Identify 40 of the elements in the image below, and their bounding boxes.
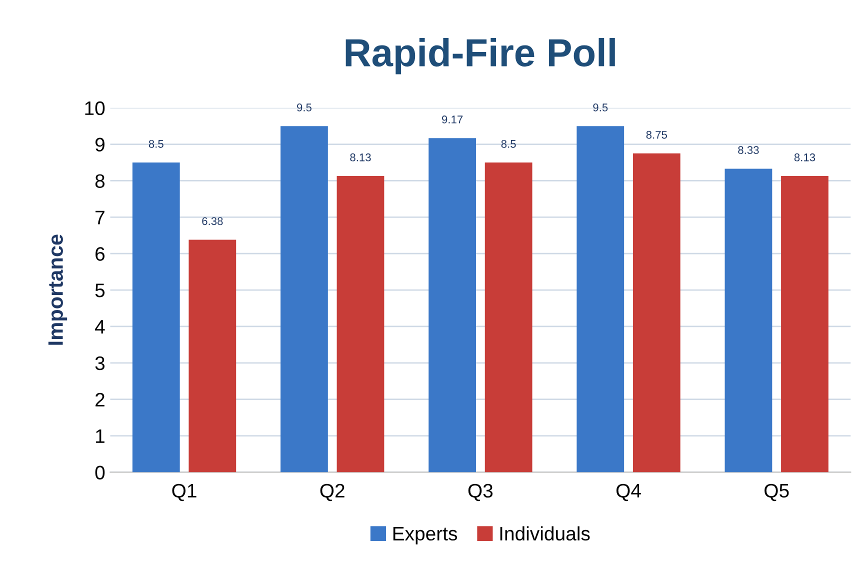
y-tick-label: 7: [96, 210, 104, 224]
x-tick-label: Q3: [468, 484, 493, 502]
bar: [576, 126, 624, 472]
bar: [336, 176, 384, 472]
y-tick-label: 3: [95, 356, 105, 370]
y-axis-title: Importance: [48, 234, 68, 345]
data-label: 9.5: [593, 104, 608, 112]
data-label: 8.75: [646, 130, 667, 139]
data-label: 6.38: [202, 217, 223, 226]
data-label: 9.17: [442, 116, 463, 124]
data-label: 8.13: [794, 153, 816, 162]
bar: [132, 162, 180, 472]
y-tick-label: 10: [85, 101, 105, 116]
bar: [280, 126, 328, 472]
y-tick-label: 2: [96, 392, 104, 406]
y-tick-label: 1: [96, 429, 104, 443]
x-tick-label: Q1: [172, 484, 196, 502]
x-tick-label: Q5: [764, 484, 789, 502]
y-tick-label: 0: [95, 466, 105, 480]
x-tick-label: Q4: [616, 484, 641, 502]
bar: [632, 153, 680, 472]
y-tick-label: 8: [95, 174, 105, 188]
bar: [781, 176, 828, 472]
bar: [188, 240, 236, 472]
y-tick-label: 6: [96, 247, 105, 261]
data-label: 8.5: [148, 140, 164, 148]
bar: [428, 138, 476, 472]
x-tick-label: Q2: [320, 484, 344, 502]
bar: [484, 162, 532, 472]
y-tick-label: 5: [95, 284, 105, 298]
data-label: 9.5: [297, 104, 312, 112]
data-label: 8.33: [738, 146, 759, 154]
y-tick-label: 9: [95, 138, 104, 152]
data-label: 8.13: [350, 153, 371, 162]
legend-label: Experts: [393, 526, 458, 544]
bar: [724, 168, 772, 472]
data-label: 8.5: [501, 140, 516, 148]
chart-title: Rapid-Fire Poll: [346, 38, 615, 74]
legend-label: Individuals: [500, 526, 590, 541]
y-tick-label: 4: [95, 320, 105, 334]
